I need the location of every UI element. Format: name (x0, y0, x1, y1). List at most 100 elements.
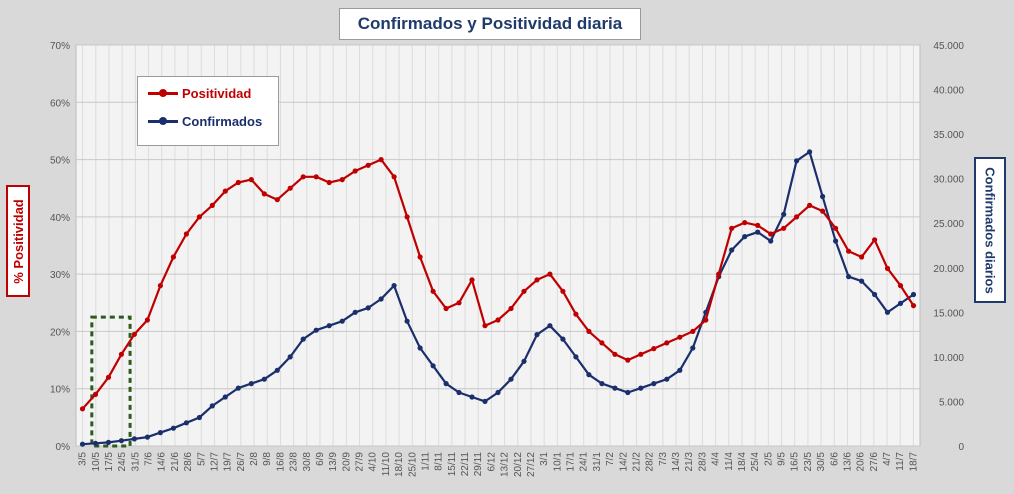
data-point-confirmados (859, 278, 865, 284)
data-point-confirmados (910, 291, 917, 298)
x-tick-label: 7/6 (144, 452, 155, 466)
data-point-positividad (508, 305, 514, 312)
legend-item-positividad: Positividad (148, 83, 251, 103)
y-axis-left-label: % Positividad (6, 185, 30, 297)
data-point-confirmados (742, 234, 748, 240)
data-point-confirmados (833, 238, 839, 244)
data-point-positividad (235, 179, 241, 186)
data-point-positividad (222, 188, 228, 194)
data-point-confirmados (469, 394, 475, 400)
x-tick-label: 28/6 (183, 452, 194, 472)
data-point-confirmados (547, 323, 553, 329)
data-point-confirmados (313, 327, 319, 333)
x-tick-label: 5/7 (196, 452, 207, 466)
data-point-positividad (599, 340, 605, 346)
data-point-positividad (872, 237, 878, 243)
x-tick-label: 12/7 (209, 452, 220, 472)
x-tick-label: 17/1 (566, 452, 577, 472)
data-point-confirmados (586, 372, 592, 378)
data-point-positividad (196, 214, 202, 220)
data-point-confirmados (807, 149, 813, 155)
x-tick-label: 10/1 (552, 452, 563, 472)
y-tick-right: 45.000 (933, 41, 964, 52)
x-tick-label: 4/7 (882, 452, 893, 466)
x-tick-label: 21/2 (631, 452, 642, 472)
data-point-positividad (352, 168, 358, 174)
x-tick-label: 27/6 (869, 452, 880, 472)
data-point-confirmados (339, 318, 345, 324)
data-point-confirmados (820, 193, 826, 200)
data-point-positividad (183, 231, 189, 237)
x-tick-label: 27/9 (355, 452, 366, 472)
x-tick-label: 6/9 (315, 452, 326, 466)
data-point-confirmados (417, 345, 423, 351)
x-tick-label: 14/6 (157, 452, 168, 472)
data-point-positividad (287, 185, 293, 191)
x-tick-label: 13/12 (500, 452, 511, 477)
data-point-positividad (820, 208, 826, 214)
data-point-positividad (300, 174, 306, 180)
data-point-positividad (729, 225, 735, 231)
data-point-positividad (79, 406, 86, 412)
y-tick-right: 25.000 (933, 219, 964, 230)
legend-item-confirmados: Confirmados (148, 111, 262, 131)
y-axis-right-label: Confirmados diarios (974, 157, 1006, 303)
data-point-positividad (157, 283, 163, 289)
data-point-positividad (573, 311, 579, 317)
y-axis-left-label-text: % Positividad (10, 198, 26, 284)
x-tick-label: 3/5 (78, 452, 89, 466)
x-tick-label: 30/5 (816, 452, 827, 472)
data-point-confirmados (378, 296, 384, 302)
data-point-positividad (430, 288, 436, 294)
data-point-confirmados (170, 425, 176, 431)
legend-swatch-confirmados (148, 116, 178, 125)
data-point-positividad (586, 328, 592, 334)
chart-title: Confirmados y Positividad diaria (339, 8, 641, 40)
data-point-positividad (274, 197, 280, 203)
data-point-positividad (482, 323, 488, 329)
data-point-positividad (313, 174, 319, 180)
data-point-positividad (365, 162, 371, 168)
y-tick-right: 35.000 (933, 130, 964, 141)
data-point-confirmados (560, 336, 566, 342)
data-point-positividad (833, 225, 839, 231)
x-tick-label: 9/5 (777, 452, 788, 466)
data-point-confirmados (365, 305, 371, 311)
y-tick-left: 70% (50, 41, 70, 52)
x-tick-label: 21/6 (170, 452, 181, 472)
data-point-confirmados (651, 381, 657, 387)
data-point-positividad (118, 351, 124, 357)
data-point-positividad (495, 317, 501, 323)
data-point-confirmados (872, 291, 878, 298)
data-point-positividad (248, 177, 254, 183)
data-point-confirmados (521, 358, 527, 364)
data-point-confirmados (638, 385, 644, 391)
x-tick-label: 28/3 (697, 452, 708, 472)
x-tick-label: 16/8 (275, 452, 286, 472)
x-tick-label: 8/11 (434, 452, 445, 471)
x-tick-label: 2/8 (249, 452, 260, 466)
data-point-confirmados (131, 436, 137, 442)
legend-label-confirmados: Confirmados (182, 113, 263, 129)
y-tick-right: 20.000 (933, 264, 964, 275)
x-tick-label: 31/5 (130, 452, 141, 472)
data-point-positividad (378, 157, 384, 163)
data-point-confirmados (456, 389, 462, 396)
data-point-positividad (443, 305, 449, 312)
x-tick-label: 15/11 (447, 452, 458, 477)
data-point-confirmados (846, 274, 852, 280)
data-point-positividad (170, 254, 176, 260)
data-point-positividad (897, 283, 904, 289)
data-point-confirmados (755, 229, 761, 235)
data-point-positividad (469, 277, 475, 283)
data-point-positividad (209, 202, 215, 208)
x-tick-label: 2/5 (763, 452, 774, 466)
data-point-positividad (144, 317, 150, 323)
data-point-confirmados (495, 389, 501, 396)
data-point-positividad (560, 288, 566, 294)
x-tick-label: 18/4 (737, 452, 748, 472)
x-tick-label: 11/10 (381, 452, 392, 477)
data-point-confirmados (144, 434, 150, 440)
data-point-positividad (794, 214, 800, 220)
y-tick-right: 10.000 (933, 353, 964, 364)
